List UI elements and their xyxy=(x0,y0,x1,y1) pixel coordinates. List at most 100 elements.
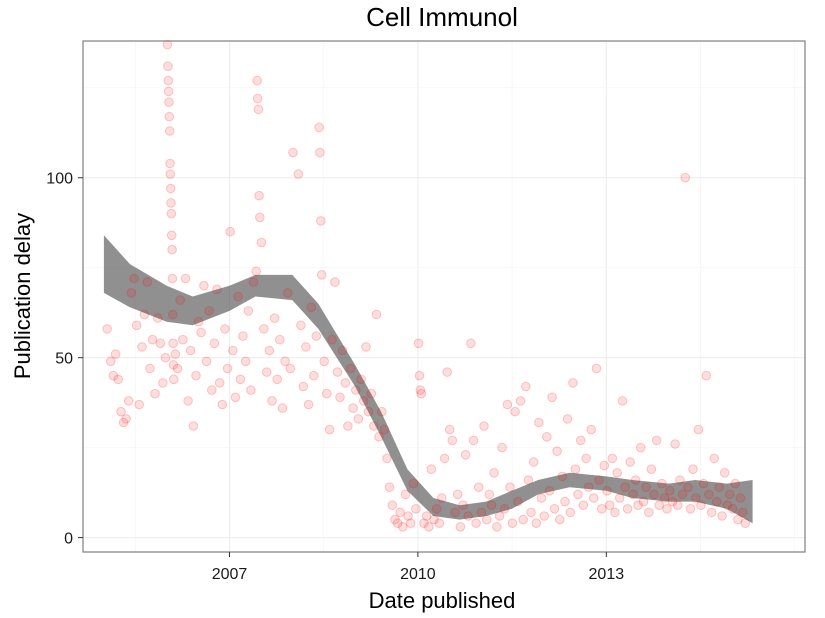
data-point xyxy=(248,277,259,287)
data-point xyxy=(137,342,147,352)
data-point xyxy=(458,500,468,511)
data-point xyxy=(499,504,510,514)
data-point xyxy=(311,331,322,341)
data-point xyxy=(421,511,432,521)
data-point xyxy=(353,414,364,424)
data-point xyxy=(484,489,495,500)
data-point xyxy=(340,378,351,388)
data-point xyxy=(408,478,419,489)
data-point xyxy=(358,396,369,406)
data-point xyxy=(505,482,515,493)
data-point xyxy=(570,464,581,475)
data-point xyxy=(568,378,578,388)
data-point xyxy=(319,356,330,367)
data-point xyxy=(560,496,570,507)
data-point xyxy=(345,363,356,374)
data-point xyxy=(665,486,675,496)
x-axis-title: Date published xyxy=(369,588,516,613)
data-point xyxy=(638,496,649,507)
data-point xyxy=(193,316,204,327)
data-point xyxy=(460,450,471,460)
data-point xyxy=(164,126,175,136)
data-point xyxy=(654,500,665,511)
data-point xyxy=(233,291,243,302)
data-point xyxy=(693,424,704,435)
data-point xyxy=(303,399,314,410)
data-point xyxy=(296,320,306,331)
data-point xyxy=(539,511,550,521)
data-point xyxy=(309,370,319,381)
data-point xyxy=(479,421,489,431)
y-tick-label: 0 xyxy=(64,531,73,548)
data-point xyxy=(712,496,722,507)
data-point xyxy=(178,334,188,345)
data-point xyxy=(264,345,275,356)
data-point xyxy=(614,493,625,503)
data-point xyxy=(434,518,445,529)
data-point xyxy=(542,432,552,442)
data-point xyxy=(163,75,174,86)
data-point xyxy=(646,464,657,475)
data-point xyxy=(217,399,228,410)
data-point xyxy=(696,500,706,511)
data-point xyxy=(366,388,377,399)
data-point xyxy=(740,518,751,529)
data-point xyxy=(497,442,507,453)
data-point xyxy=(126,288,137,298)
data-point xyxy=(419,518,429,529)
data-point xyxy=(272,374,283,385)
data-point xyxy=(578,500,589,511)
data-point xyxy=(337,345,348,356)
data-point xyxy=(235,374,246,385)
data-point xyxy=(314,122,324,133)
data-point xyxy=(476,507,487,518)
data-point xyxy=(395,507,406,518)
data-point xyxy=(153,313,163,323)
data-point xyxy=(254,212,265,223)
data-point xyxy=(431,504,442,514)
data-point xyxy=(719,468,730,478)
data-point xyxy=(552,446,562,457)
data-point xyxy=(363,406,374,417)
data-point xyxy=(324,424,335,435)
data-point xyxy=(129,273,139,284)
data-point xyxy=(351,385,361,395)
data-point xyxy=(361,342,371,352)
data-point xyxy=(285,363,296,374)
data-point xyxy=(106,356,116,367)
data-point xyxy=(306,302,317,313)
data-point xyxy=(411,504,421,514)
data-point xyxy=(691,493,701,503)
data-point xyxy=(494,511,505,521)
data-point xyxy=(259,324,269,334)
data-point xyxy=(531,518,542,529)
data-point xyxy=(150,388,160,399)
data-point xyxy=(415,385,426,395)
smooth-band-layer xyxy=(103,235,753,524)
data-point xyxy=(387,500,398,511)
data-point xyxy=(581,453,591,464)
data-point xyxy=(649,489,659,500)
data-point xyxy=(521,381,531,392)
data-point xyxy=(526,507,536,518)
data-point xyxy=(332,367,343,377)
data-point xyxy=(377,406,387,417)
data-point xyxy=(168,360,179,370)
panel-border xyxy=(82,40,806,553)
data-point xyxy=(188,421,199,431)
data-point xyxy=(617,396,628,406)
data-point xyxy=(207,385,217,395)
points-layer xyxy=(102,39,751,532)
data-point xyxy=(243,306,254,316)
data-point xyxy=(160,352,171,363)
data-point xyxy=(280,356,290,367)
data-point xyxy=(599,460,610,471)
data-point xyxy=(165,158,175,169)
data-point xyxy=(737,507,748,518)
data-point xyxy=(549,504,560,514)
data-point xyxy=(147,334,158,345)
data-point xyxy=(256,237,267,248)
data-point xyxy=(620,482,630,493)
x-tick-label: 2010 xyxy=(400,566,436,583)
chart-title: Cell Immunol xyxy=(366,2,518,32)
